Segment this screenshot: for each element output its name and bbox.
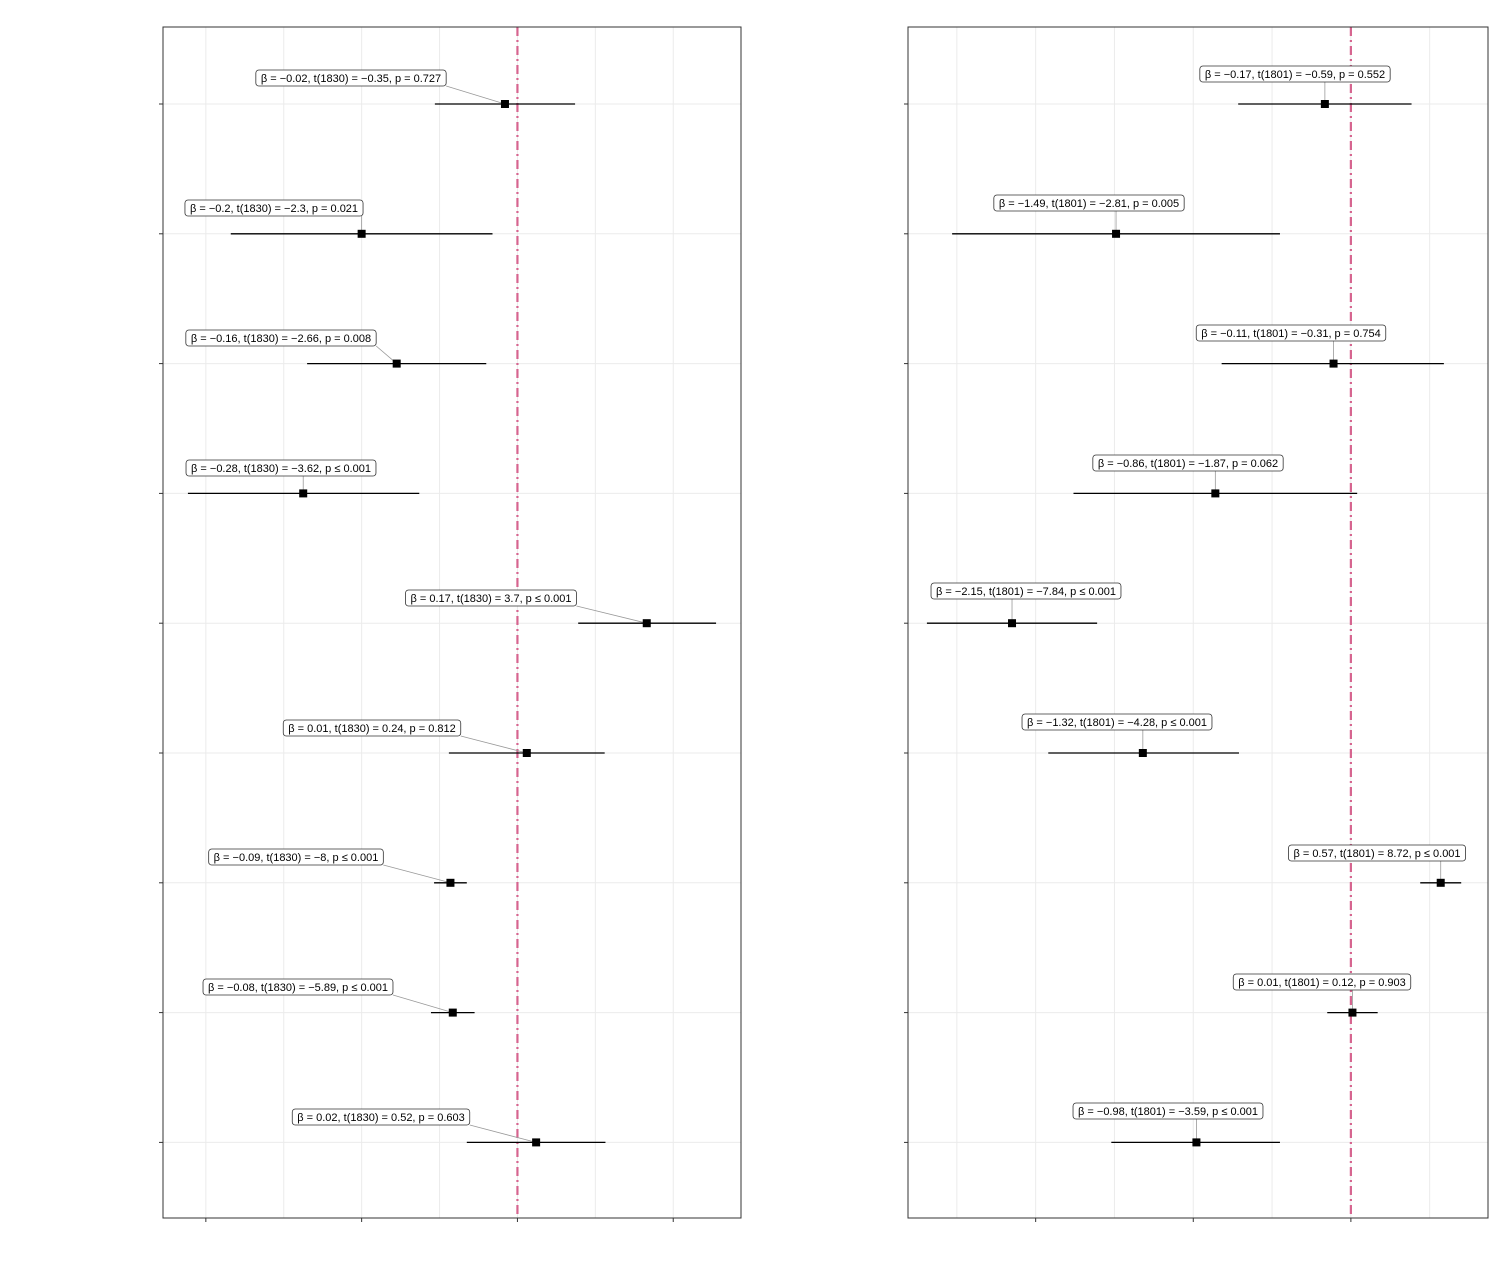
annotation-label: β = 0.02, t(1830) = 0.52, p = 0.603 bbox=[297, 1112, 464, 1124]
point-estimate bbox=[642, 619, 651, 628]
annotation-label: β = −2.15, t(1801) = −7.84, p ≤ 0.001 bbox=[936, 586, 1116, 598]
point-estimate bbox=[1320, 100, 1329, 108]
annotation-box bbox=[1195, 324, 1387, 342]
annotation-leader bbox=[446, 85, 506, 105]
estimate-annotation: β = −0.28, t(1830) = −3.62, p ≤ 0.001 bbox=[185, 459, 377, 494]
annotation-leader bbox=[460, 735, 527, 754]
annotation-label: β = 0.01, t(1801) = 0.12, p = 0.903 bbox=[1238, 977, 1405, 989]
estimate-annotation: β = −0.2, t(1830) = −2.3, p = 0.021 bbox=[184, 199, 364, 234]
estimate-annotation: β = −0.86, t(1801) = −1.87, p = 0.062 bbox=[1092, 454, 1284, 494]
annotation-box bbox=[405, 589, 577, 607]
annotation-box bbox=[291, 1108, 471, 1126]
point-estimate bbox=[357, 229, 366, 238]
estimate-annotation: β = −0.09, t(1830) = −8, p ≤ 0.001 bbox=[208, 848, 451, 884]
annotation-label: β = −0.11, t(1801) = −0.31, p = 0.754 bbox=[1201, 328, 1381, 340]
estimate-annotation: β = −0.17, t(1801) = −0.59, p = 0.552 bbox=[1199, 65, 1391, 104]
annotation-label: β = 0.57, t(1801) = 8.72, p ≤ 0.001 bbox=[1293, 848, 1460, 860]
annotation-box bbox=[1288, 844, 1466, 862]
annotation-box bbox=[1232, 973, 1412, 991]
annotation-leader bbox=[383, 864, 451, 884]
annotation-label: β = 0.17, t(1830) = 3.7, p ≤ 0.001 bbox=[411, 593, 572, 605]
annotation-box bbox=[185, 459, 377, 477]
point-estimate bbox=[500, 100, 509, 108]
estimate-annotation: β = −0.16, t(1830) = −2.66, p = 0.008 bbox=[185, 329, 397, 364]
annotation-label: β = −0.16, t(1830) = −2.66, p = 0.008 bbox=[191, 333, 371, 345]
annotation-label: β = −0.08, t(1830) = −5.89, p ≤ 0.001 bbox=[208, 982, 388, 994]
estimate-annotation: β = −2.15, t(1801) = −7.84, p ≤ 0.001 bbox=[930, 582, 1122, 624]
annotation-label: β = −0.98, t(1801) = −3.59, p ≤ 0.001 bbox=[1078, 1106, 1258, 1118]
estimate-annotation: β = −0.08, t(1830) = −5.89, p ≤ 0.001 bbox=[202, 978, 453, 1013]
estimate-annotation: β = 0.02, t(1830) = 0.52, p = 0.603 bbox=[291, 1108, 537, 1143]
point-estimate bbox=[446, 878, 455, 887]
point-estimate bbox=[448, 1008, 457, 1017]
annotation-leader bbox=[576, 605, 647, 624]
annotation-leader bbox=[392, 994, 453, 1013]
annotation-box bbox=[184, 199, 364, 217]
annotation-leader bbox=[469, 1124, 537, 1143]
annotation-box bbox=[1021, 713, 1213, 731]
point-estimate bbox=[1192, 1138, 1201, 1147]
estimate-annotation: β = 0.17, t(1830) = 3.7, p ≤ 0.001 bbox=[405, 589, 647, 624]
annotation-label: β = −1.32, t(1801) = −4.28, p ≤ 0.001 bbox=[1027, 717, 1207, 729]
annotation-label: β = −0.02, t(1830) = −0.35, p = 0.727 bbox=[261, 73, 441, 85]
point-estimate bbox=[1138, 749, 1147, 757]
estimate-annotation: β = −1.49, t(1801) = −2.81, p = 0.005 bbox=[993, 194, 1185, 234]
annotation-box bbox=[282, 719, 462, 737]
panel-border bbox=[162, 26, 742, 1219]
annotation-box bbox=[255, 69, 447, 87]
estimate-annotation: β = 0.01, t(1830) = 0.24, p = 0.812 bbox=[282, 719, 527, 754]
annotation-label: β = 0.01, t(1830) = 0.24, p = 0.812 bbox=[288, 723, 455, 735]
annotation-label: β = −0.17, t(1801) = −0.59, p = 0.552 bbox=[1205, 69, 1385, 81]
annotation-label: β = −1.49, t(1801) = −2.81, p = 0.005 bbox=[999, 198, 1179, 210]
annotation-box bbox=[208, 848, 384, 866]
point-estimate bbox=[522, 749, 531, 757]
annotation-box bbox=[993, 194, 1185, 212]
estimate-annotation: β = 0.01, t(1801) = 0.12, p = 0.903 bbox=[1232, 973, 1412, 1013]
panel-background bbox=[908, 27, 1488, 1218]
point-estimate bbox=[1329, 359, 1338, 368]
point-estimate bbox=[1112, 229, 1121, 238]
point-estimate bbox=[532, 1138, 541, 1147]
estimate-annotation: β = −1.32, t(1801) = −4.28, p ≤ 0.001 bbox=[1021, 713, 1213, 753]
annotation-label: β = −0.2, t(1830) = −2.3, p = 0.021 bbox=[190, 203, 358, 215]
annotation-label: β = −0.09, t(1830) = −8, p ≤ 0.001 bbox=[214, 852, 379, 864]
point-estimate bbox=[1211, 489, 1220, 498]
annotation-box bbox=[202, 978, 394, 996]
annotation-label: β = −0.28, t(1830) = −3.62, p ≤ 0.001 bbox=[191, 463, 371, 475]
panel-border bbox=[907, 26, 1489, 1219]
annotation-box bbox=[930, 582, 1122, 600]
panel-family-support: β = −0.17, t(1801) = −0.59, p = 0.552 β =… bbox=[904, 26, 1489, 1222]
point-estimate bbox=[1008, 619, 1017, 628]
point-estimate bbox=[392, 359, 401, 368]
annotation-box bbox=[1072, 1102, 1264, 1120]
annotation-label: β = −0.86, t(1801) = −1.87, p = 0.062 bbox=[1098, 458, 1278, 470]
estimate-annotation: β = −0.02, t(1830) = −0.35, p = 0.727 bbox=[255, 69, 506, 105]
point-estimate bbox=[299, 489, 308, 498]
annotation-box bbox=[1092, 454, 1284, 472]
point-estimate bbox=[1348, 1008, 1357, 1017]
annotation-box bbox=[1199, 65, 1391, 83]
point-estimate bbox=[1436, 878, 1445, 887]
panel-average-bullying-score: β = −0.02, t(1830) = −0.35, p = 0.727 β =… bbox=[159, 26, 742, 1222]
estimate-annotation: β = 0.57, t(1801) = 8.72, p ≤ 0.001 bbox=[1288, 844, 1466, 883]
estimate-annotation: β = −0.98, t(1801) = −3.59, p ≤ 0.001 bbox=[1072, 1102, 1264, 1143]
estimate-annotation: β = −0.11, t(1801) = −0.31, p = 0.754 bbox=[1195, 324, 1387, 364]
annotation-box bbox=[185, 329, 377, 347]
